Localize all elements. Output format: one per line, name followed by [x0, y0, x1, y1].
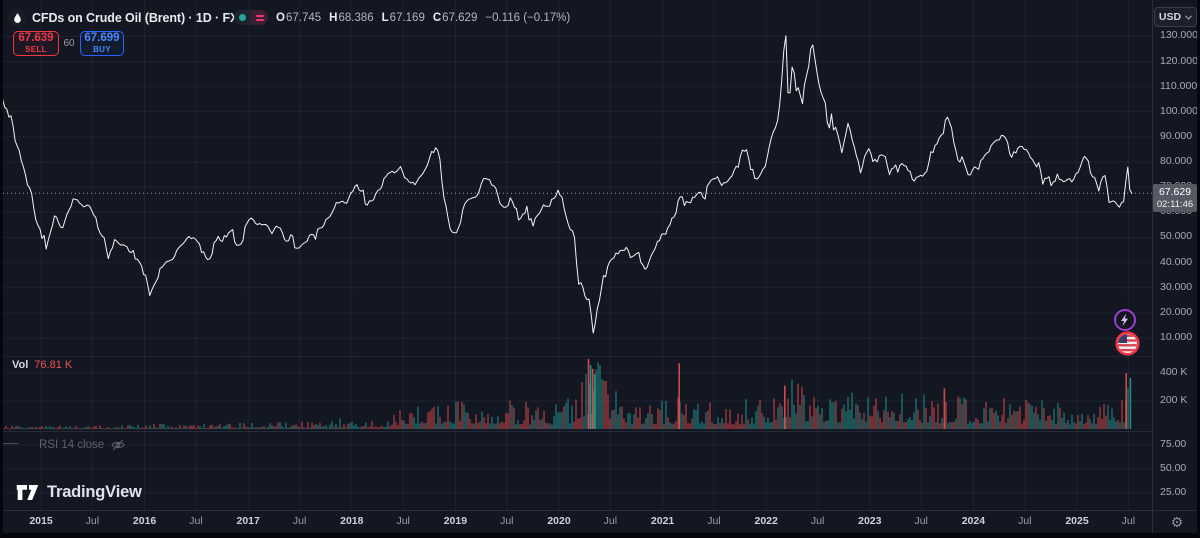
- price-axis-label: 40.000: [1160, 255, 1193, 268]
- change-value: −0.116 (−0.17%): [485, 12, 571, 24]
- currency-label: USD: [1158, 11, 1182, 23]
- tradingview-mark-icon: [16, 485, 39, 500]
- bottom-frame: [0, 533, 1200, 538]
- time-axis-year-label: 2019: [443, 515, 468, 527]
- symbol-header: CFDs on Crude Oil (Brent) · 1D · FX: [8, 8, 238, 28]
- market-open-dot-icon: [234, 10, 251, 25]
- symbol-title[interactable]: CFDs on Crude Oil (Brent) · 1D · FX: [32, 11, 239, 25]
- time-axis-year-label: 2025: [1065, 515, 1089, 527]
- time-axis-month-label: Jul: [1018, 515, 1032, 527]
- open-value: 67.745: [285, 12, 322, 24]
- chart-panel: [3, 0, 1197, 533]
- sell-label: SELL: [25, 45, 47, 55]
- time-axis-year-label: 2018: [340, 515, 364, 527]
- close-value: 67.629: [442, 12, 478, 24]
- close-label: C: [432, 12, 442, 24]
- time-axis-year-label: 2023: [858, 515, 882, 527]
- chevron-down-icon: [1185, 14, 1193, 20]
- time-axis-month-label: Jul: [1121, 515, 1136, 527]
- lightning-icon: [1121, 313, 1128, 327]
- gear-icon: ⚙: [1170, 513, 1184, 530]
- us-flag-icon: [1118, 334, 1137, 352]
- buy-button[interactable]: 67.699 BUY: [80, 31, 124, 56]
- us-market-flag-button[interactable]: [1115, 331, 1140, 361]
- volume-axis-label: 400 K: [1160, 366, 1188, 378]
- volume-axis-label: 200 K: [1160, 394, 1188, 406]
- time-axis-year-label: 2017: [236, 515, 260, 527]
- time-axis-month-label: Jul: [707, 515, 721, 527]
- low-value: 67.169: [389, 12, 425, 24]
- delayed-data-icon: [251, 10, 268, 25]
- buy-label: BUY: [93, 45, 111, 55]
- price-axis-label: 50.000: [1160, 230, 1193, 243]
- time-axis-month-label: Jul: [292, 515, 307, 527]
- sell-button[interactable]: 67.639 SELL: [13, 31, 59, 56]
- time-axis-month-label: Jul: [810, 515, 825, 527]
- left-frame: [0, 0, 3, 538]
- chart-settings-button[interactable]: ⚙: [1160, 512, 1194, 532]
- time-axis-month-label: Jul: [500, 515, 514, 527]
- price-axis-label: 110.000: [1160, 79, 1198, 92]
- ohlc-values: O 67.745 H 68.386 L 67.169 C 67.629 −0.1…: [276, 10, 570, 26]
- right-frame: [1197, 0, 1200, 538]
- rsi-indicator-legend[interactable]: RSI 14 close: [39, 437, 126, 453]
- market-status-badges[interactable]: [234, 10, 268, 25]
- price-axis-label: 90.000: [1160, 129, 1193, 142]
- tradingview-logo-text: TradingView: [47, 483, 142, 501]
- sell-price: 67.639: [18, 31, 54, 44]
- rsi-label: RSI 14 close: [39, 439, 105, 451]
- boost-button[interactable]: [1113, 308, 1137, 337]
- open-label: O: [276, 12, 285, 24]
- time-axis-year-label: 2021: [650, 515, 675, 527]
- low-label: L: [381, 12, 389, 24]
- price-axis-label: 80.000: [1160, 155, 1193, 168]
- rsi-axis-label: 75.00: [1160, 438, 1187, 450]
- rsi-axis-label: 25.00: [1160, 486, 1187, 498]
- currency-dropdown[interactable]: USD: [1154, 7, 1197, 27]
- time-axis-year-label: 2015: [29, 515, 53, 527]
- volume-value: 76.81 K: [34, 359, 73, 371]
- high-label: H: [329, 12, 338, 24]
- bar-countdown: 02:11:46: [1156, 199, 1194, 210]
- price-axis[interactable]: 130.000 120.000 110.000 100.000 90.000 80.000…: [1152, 0, 1198, 510]
- volume-indicator-legend[interactable]: Vol 76.81 K: [12, 359, 72, 371]
- oil-drop-icon: [8, 9, 26, 27]
- last-price: 67.629: [1158, 186, 1192, 198]
- time-axis-month-label: Jul: [603, 515, 618, 527]
- time-axis-year-label: 2024: [961, 515, 986, 527]
- time-axis-month-label: Jul: [189, 515, 203, 527]
- tradingview-logo[interactable]: TradingView: [16, 483, 142, 502]
- rsi-axis-label: 50.00: [1160, 462, 1187, 474]
- last-price-tag: 67.629 02:11:46: [1153, 184, 1197, 212]
- price-axis-label: 10.000: [1160, 331, 1193, 344]
- time-axis[interactable]: 2015 Jul 2016 Jul 2017 Jul 2018 Jul 2019 Jul 2020 J…: [3, 510, 1152, 533]
- time-axis-month-label: Jul: [914, 515, 928, 527]
- time-axis-year-label: 2020: [547, 515, 571, 527]
- time-axis-month-label: Jul: [85, 515, 100, 527]
- buy-price: 67.699: [84, 31, 120, 44]
- time-axis-year-label: 2016: [132, 515, 157, 527]
- price-axis-label: 30.000: [1160, 280, 1193, 293]
- time-axis-month-label: Jul: [396, 515, 410, 527]
- spread-value: 60: [63, 38, 75, 49]
- eye-hidden-icon[interactable]: [110, 437, 126, 453]
- volume-label: Vol: [12, 359, 29, 371]
- price-axis-label: 120.000: [1160, 54, 1198, 67]
- high-value: 68.386: [338, 12, 374, 24]
- pane-handle: [0, 443, 18, 444]
- price-axis-label: 130.000: [1160, 29, 1198, 42]
- time-axis-year-label: 2022: [754, 515, 778, 527]
- price-axis-label: 100.000: [1160, 104, 1198, 117]
- price-axis-label: 20.000: [1160, 305, 1193, 318]
